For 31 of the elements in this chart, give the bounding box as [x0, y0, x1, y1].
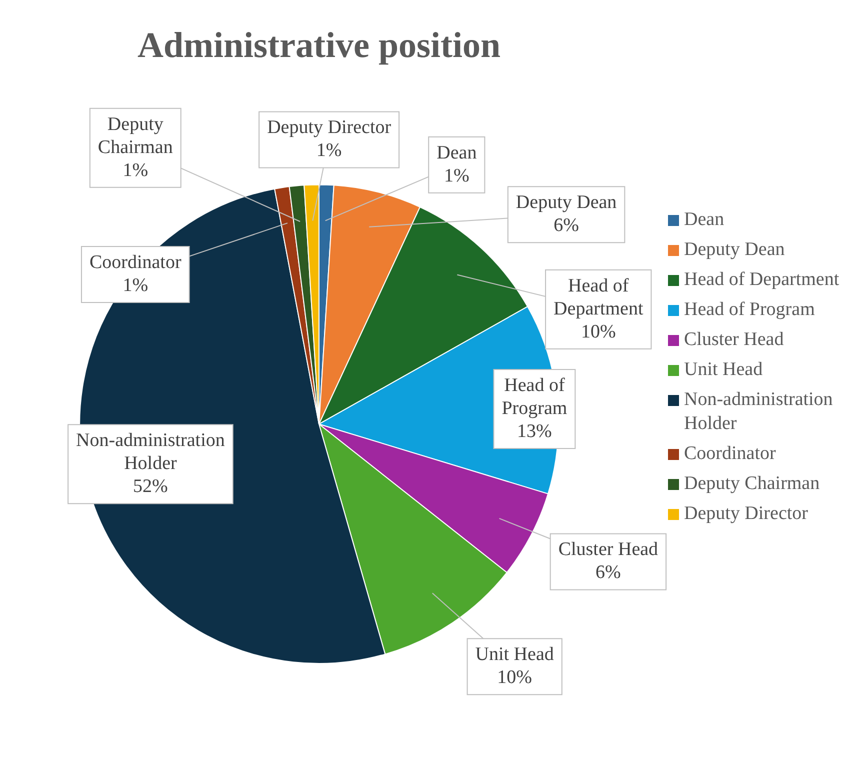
data-label: 6% — [554, 215, 580, 236]
legend-label: Dean — [684, 208, 724, 232]
slice-label: Non-administration Holder — [76, 430, 226, 474]
slice-label: Unit Head — [475, 644, 554, 666]
slice-label: Head of Program — [502, 375, 568, 419]
legend-label: Cluster Head — [684, 328, 784, 352]
legend-label: Deputy Chairman — [684, 472, 820, 496]
legend-label: Head of Program — [684, 298, 815, 322]
data-label: 1% — [316, 140, 342, 162]
data-label: 10% — [580, 321, 616, 342]
data-label: 52% — [133, 476, 168, 498]
legend-label: Unit Head — [684, 358, 763, 382]
data-label: 10% — [497, 667, 532, 688]
legend-label: Coordinator — [684, 442, 776, 466]
data-label: 13% — [517, 421, 552, 442]
slice-label: Deputy Director — [267, 117, 392, 138]
legend-label: Head of Department — [684, 268, 840, 292]
slice-label: Dean — [436, 142, 478, 164]
legend-label: Deputy Dean — [684, 238, 785, 262]
data-label: 1% — [444, 165, 470, 186]
slice-label: Head of Department — [554, 275, 644, 320]
data-label: 1% — [122, 274, 148, 296]
data-label: 6% — [596, 562, 622, 584]
data-label: 1% — [122, 160, 148, 181]
slice-label: Cluster Head — [558, 539, 659, 560]
chart-title: Administrative position — [137, 24, 501, 65]
legend-label: Non-administration Holder — [684, 388, 834, 436]
slice-label: Deputy Dean — [516, 192, 618, 214]
slice-label: Coordinator — [89, 252, 182, 273]
legend-label: Deputy Director — [684, 502, 808, 526]
slice-label: Deputy Chairman — [98, 114, 174, 158]
